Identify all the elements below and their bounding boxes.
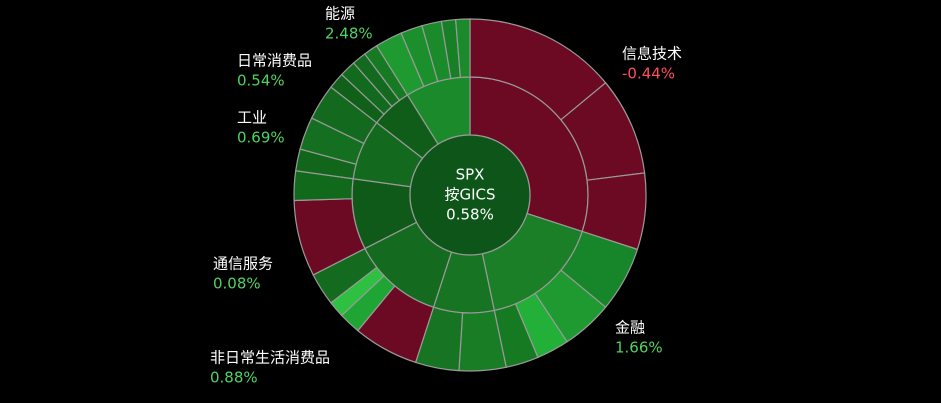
sector-change: 0.08% — [213, 275, 261, 293]
sub-arc — [454, 18, 471, 79]
sector-change: -0.44% — [622, 65, 675, 83]
sector-name: 日常消费品 — [237, 52, 312, 70]
sector-change: 0.69% — [237, 129, 285, 147]
sector-name: 金融 — [615, 319, 645, 337]
sector-name: 能源 — [325, 5, 355, 23]
center-method: 按GICS — [444, 186, 495, 204]
sector-name: 信息技术 — [622, 45, 682, 63]
center-index: SPX — [456, 166, 485, 184]
sector-name: 通信服务 — [213, 255, 273, 273]
sector-change: 2.48% — [325, 25, 373, 43]
sector-change: 1.66% — [615, 339, 663, 357]
sector-change: 0.54% — [237, 72, 285, 90]
sector-name: 工业 — [237, 109, 267, 127]
center-circle — [409, 134, 531, 256]
center-change: 0.58% — [446, 206, 494, 224]
sector-name: 非日常生活消费品 — [210, 349, 330, 367]
sector-change: 0.88% — [210, 369, 258, 387]
